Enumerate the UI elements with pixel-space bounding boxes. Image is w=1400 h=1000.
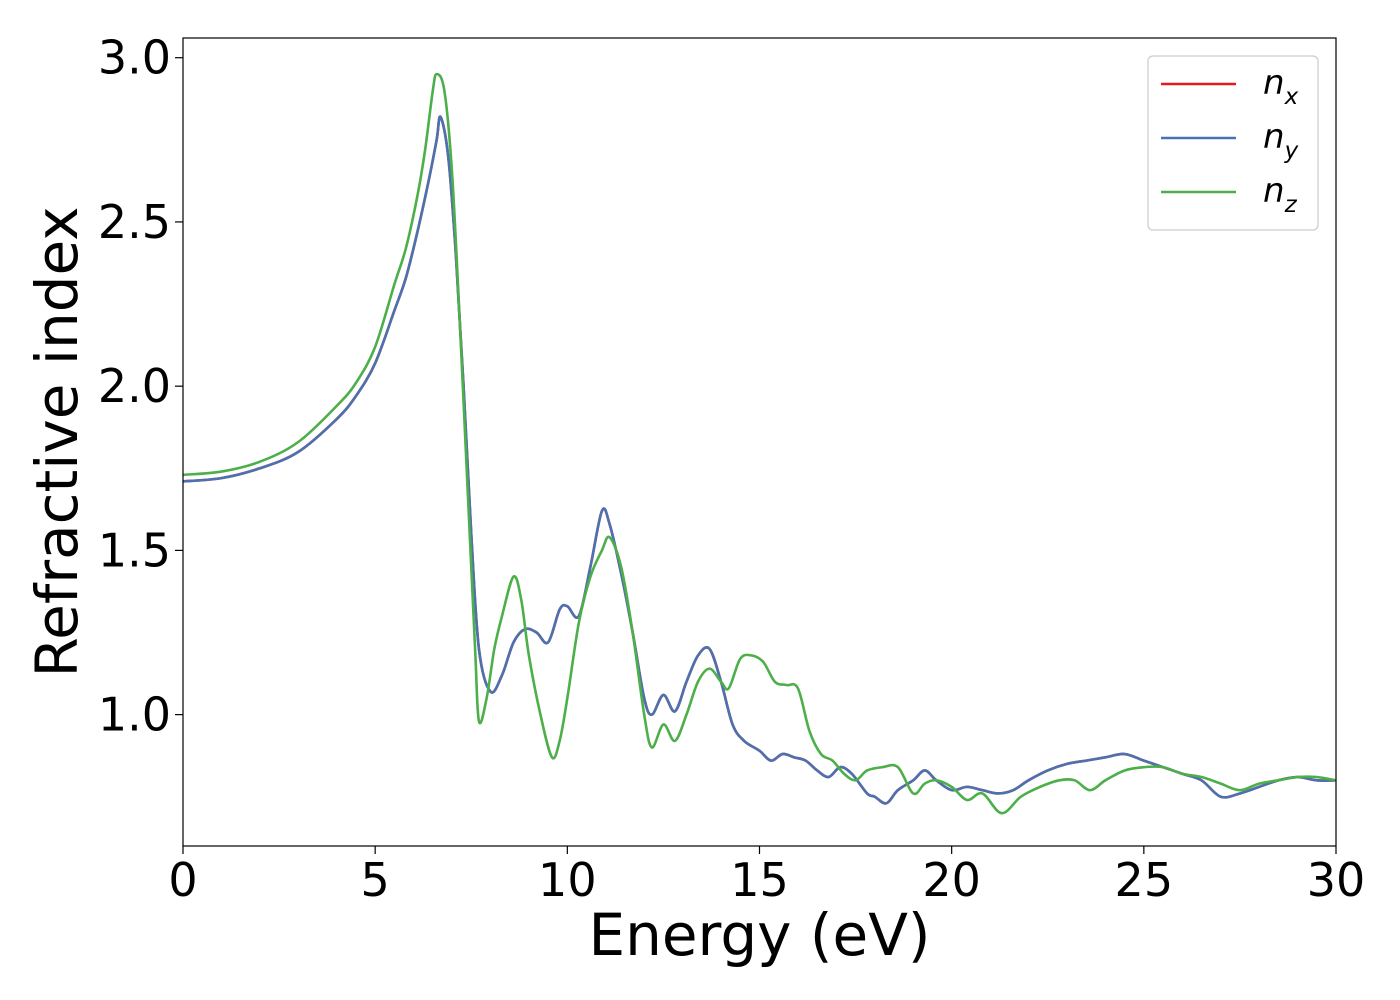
legend-label-z: nz — [1263, 171, 1298, 218]
x-tick-label: 15 — [730, 853, 789, 907]
legend-label-x: nx — [1263, 63, 1299, 110]
x-axis-title: Energy (eV) — [588, 901, 930, 969]
legend-label-subscript: x — [1284, 84, 1299, 110]
x-tick-label: 30 — [1307, 853, 1366, 907]
legend-label-y: ny — [1263, 117, 1299, 164]
x-tick-label: 25 — [1115, 853, 1174, 907]
legend-label-base: n — [1263, 171, 1285, 211]
legend-label-subscript: y — [1284, 138, 1299, 164]
series-line-y — [183, 115, 1336, 805]
legend-box — [1147, 55, 1319, 231]
x-tick-label: 10 — [538, 853, 597, 907]
y-axis-title: Refractive index — [23, 206, 91, 677]
y-tick-label: 1.0 — [98, 688, 171, 742]
y-axis-ticks: 1.0 1.5 2.0 2.5 3.0 — [98, 31, 183, 742]
legend-label-base: n — [1263, 63, 1285, 103]
plot-area — [183, 72, 1336, 815]
y-tick-label: 2.0 — [98, 359, 171, 413]
x-axis-ticks: 0 5 10 15 20 25 30 — [168, 846, 1365, 907]
y-tick-label: 3.0 — [98, 31, 171, 85]
y-tick-label: 2.5 — [98, 195, 171, 249]
legend-label-base: n — [1263, 117, 1285, 157]
legend-label-subscript: z — [1284, 192, 1298, 218]
x-tick-label: 20 — [922, 853, 981, 907]
y-tick-label: 1.5 — [98, 523, 171, 577]
series-line-z — [183, 72, 1336, 815]
x-tick-label: 5 — [361, 853, 390, 907]
x-tick-label: 0 — [168, 853, 197, 907]
